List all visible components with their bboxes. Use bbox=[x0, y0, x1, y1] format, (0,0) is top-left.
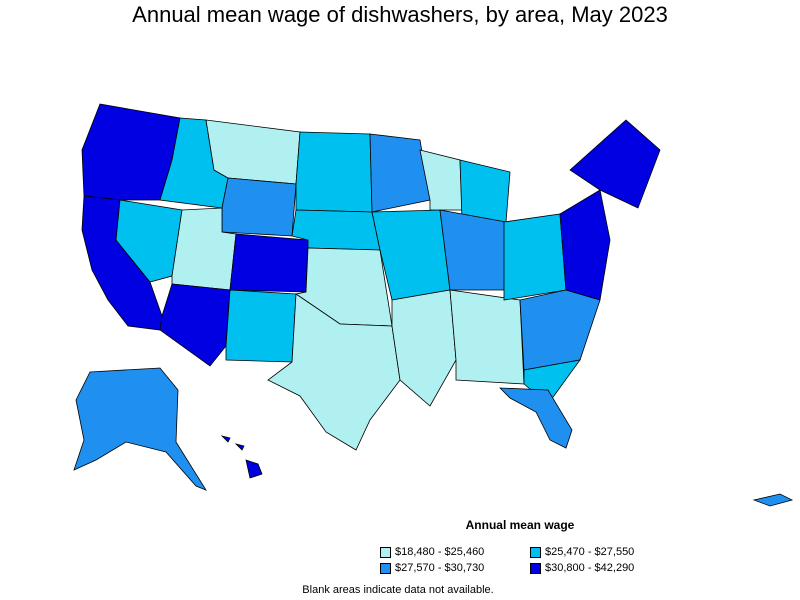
legend-swatch bbox=[530, 562, 541, 574]
region-dakotas bbox=[295, 131, 373, 213]
region-puerto-rico bbox=[752, 493, 794, 507]
legend-swatch bbox=[530, 546, 541, 558]
legend: Annual mean wage $18,480 - $25,460 $25,4… bbox=[380, 518, 680, 574]
legend-label: $27,570 - $30,730 bbox=[395, 562, 485, 574]
legend-item: $27,570 - $30,730 bbox=[380, 562, 530, 574]
footnote: Blank areas indicate data not available. bbox=[302, 584, 494, 596]
legend-swatch bbox=[380, 546, 391, 558]
region-ohio-kentucky bbox=[503, 213, 567, 301]
legend-items: $18,480 - $25,460 $25,470 - $27,550 $27,… bbox=[380, 546, 680, 574]
region-illinois-indiana bbox=[439, 209, 507, 291]
legend-label: $25,470 - $27,550 bbox=[545, 546, 635, 558]
region-nevada bbox=[115, 199, 183, 283]
region-wisconsin bbox=[419, 149, 463, 211]
region-new-england bbox=[569, 119, 661, 209]
region-colorado bbox=[229, 233, 309, 293]
region-texas bbox=[267, 293, 401, 451]
region-hawaii-islands bbox=[220, 435, 245, 451]
legend-swatch bbox=[380, 562, 391, 574]
region-minnesota bbox=[369, 133, 431, 213]
legend-title: Annual mean wage bbox=[465, 518, 575, 532]
region-michigan bbox=[459, 159, 511, 223]
legend-label: $30,800 - $42,290 bbox=[545, 562, 635, 574]
region-arkansas-louisiana bbox=[391, 289, 457, 407]
region-hawaii bbox=[245, 459, 263, 479]
region-mid-atlantic bbox=[559, 189, 611, 301]
region-alaska bbox=[73, 367, 207, 491]
region-carolinas bbox=[519, 289, 601, 371]
region-florida bbox=[498, 387, 573, 449]
legend-item: $18,480 - $25,460 bbox=[380, 546, 530, 558]
legend-label: $18,480 - $25,460 bbox=[395, 546, 485, 558]
region-wyoming bbox=[221, 177, 297, 237]
map-title: Annual mean wage of dishwashers, by area… bbox=[132, 2, 668, 27]
region-arizona bbox=[159, 283, 231, 367]
legend-item: $25,470 - $27,550 bbox=[530, 546, 680, 558]
legend-item: $30,800 - $42,290 bbox=[530, 562, 680, 574]
region-mississippi-alabama bbox=[449, 289, 525, 385]
region-new-mexico bbox=[225, 289, 297, 363]
